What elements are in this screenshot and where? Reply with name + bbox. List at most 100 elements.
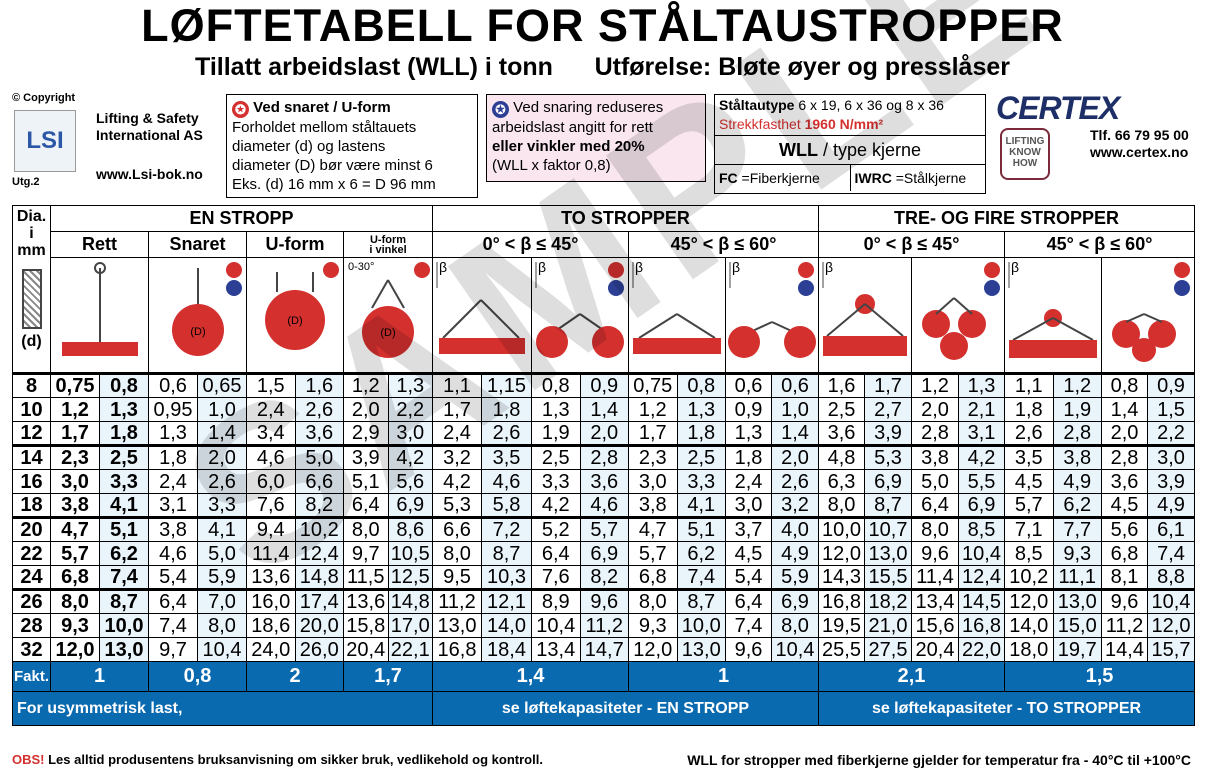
wll-cell: 6,9: [958, 493, 1005, 518]
wll-cell: 5,2: [531, 516, 581, 542]
wll-cell: 2,9: [343, 421, 389, 446]
beta-label: β: [1011, 259, 1019, 275]
wll-cell: 3,2: [432, 444, 482, 470]
col-uform-vinkel: U-form i vinkel: [343, 231, 433, 258]
wll-cell: 10,7: [864, 516, 912, 542]
info-line: eller vinkler med 20%: [492, 138, 645, 155]
wll-cell: 2,5: [99, 444, 149, 470]
wll-cell: 7,4: [99, 565, 149, 590]
d-label: (d): [21, 333, 42, 350]
wll-cell: 10,5: [387, 541, 433, 566]
wll-cell: 1,3: [99, 397, 149, 422]
wll-cell: 2,2: [387, 397, 433, 422]
wll-cell: 10,4: [1147, 588, 1195, 614]
wll-cell: 19,5: [818, 613, 865, 638]
wll-cell: 1,5: [246, 372, 296, 398]
page-subtitle: Tillatt arbeidslast (WLL) i tonn Utførel…: [195, 53, 1010, 81]
col-tre-60: 45° < β ≤ 60°: [1004, 231, 1195, 258]
diameter-cell: 26: [12, 588, 51, 614]
wll-cell: 9,6: [725, 637, 772, 662]
wll-cell: 3,1: [958, 421, 1005, 446]
wll-cell: 12,0: [818, 541, 865, 566]
wll-cell: 1,8: [148, 444, 198, 470]
wll-cell: 6,2: [676, 541, 726, 566]
wll-cell: 1,2: [50, 397, 100, 422]
wll-cell: 8,7: [99, 588, 149, 614]
wll-cell: 1,3: [531, 397, 581, 422]
wll-cell: 11,2: [579, 613, 629, 638]
wll-cell: 5,7: [579, 516, 629, 542]
info-line: diameter (D) bør være minst 6: [232, 157, 433, 174]
wll-cell: 4,5: [1004, 469, 1054, 494]
wll-cell: 2,5: [531, 444, 581, 470]
beta-label: β: [825, 259, 833, 275]
table-row: 28 9,3 10,0 7,4 8,0 18,6 20,0 15,8 17,0 13,0 14,0 1…: [12, 613, 1195, 638]
wll-cell: 3,8: [911, 444, 959, 470]
wll-cell: 17,0: [387, 613, 433, 638]
strength-label: Strekkfasthet: [719, 116, 805, 132]
wll-cell: 3,5: [481, 444, 532, 470]
wll-cell: 12,0: [1004, 588, 1054, 614]
wll-cell: 1,4: [579, 397, 629, 422]
edition: Utg.2: [12, 176, 40, 188]
wll-cell: 4,5: [1101, 493, 1148, 518]
iwrc-label: IWRC: [854, 170, 892, 186]
wll-cell: 15,8: [343, 613, 389, 638]
factor-value: 1: [628, 661, 819, 692]
star-red-icon: ✪: [232, 101, 249, 118]
wll-cell: 2,2: [1147, 421, 1195, 446]
wll-cell: 1,7: [864, 372, 912, 398]
wll-cell: 5,9: [197, 565, 247, 590]
sling-choked-illustration: (D): [148, 257, 247, 374]
table-row: 14 2,3 2,5 1,8 2,0 4,6 5,0 3,9 4,2 3,2 3,5 2,5 2,8 2,…: [12, 444, 1195, 470]
wll-cell: 1,8: [725, 444, 772, 470]
wll-cell: 5,6: [387, 469, 433, 494]
wll-cell: 4,8: [818, 444, 865, 470]
table-row: 20 4,7 5,1 3,8 4,1 9,4 10,2 8,0 8,6 6,6 7,2 5,2 5,7 4…: [12, 516, 1195, 542]
star-blue-icon: ✪: [492, 101, 509, 118]
info-line: arbeidslast angitt for rett: [492, 119, 653, 136]
wll-cell: 5,7: [50, 541, 100, 566]
wll-cell: 6,6: [294, 469, 344, 494]
wll-cell: 11,1: [1052, 565, 1102, 590]
wll-cell: 4,6: [148, 541, 198, 566]
wll-cell: 12,4: [294, 541, 344, 566]
wll-cell: 7,6: [531, 565, 581, 590]
wll-cell: 0,6: [148, 372, 198, 398]
obs-label: OBS!: [12, 752, 45, 767]
wll-cell: 5,3: [432, 493, 482, 518]
company-web[interactable]: www.Lsi-bok.no: [96, 166, 203, 182]
wll-cell: 8,7: [864, 493, 912, 518]
wll-cell: 1,7: [628, 421, 678, 446]
certex-web[interactable]: www.certex.no: [1090, 144, 1189, 160]
wll-cell: 1,2: [343, 372, 389, 398]
copyright: © Copyright: [12, 92, 76, 104]
wll-cell: 2,0: [771, 444, 819, 470]
wll-cell: 5,0: [197, 541, 247, 566]
beta-label: β: [635, 259, 643, 275]
wll-cell: 6,8: [1101, 541, 1148, 566]
wll-cell: 3,8: [1052, 444, 1102, 470]
wll-cell: 3,0: [725, 493, 772, 518]
wll-cell: 2,8: [1052, 421, 1102, 446]
wll-cell: 3,0: [628, 469, 678, 494]
wll-cell: 1,15: [481, 372, 532, 398]
wll-cell: 3,1: [148, 493, 198, 518]
wll-cell: 8,2: [579, 565, 629, 590]
type-value: 6 x 19, 6 x 36 og 8 x 36: [794, 97, 944, 113]
wll-cell: 7,4: [148, 613, 198, 638]
wll-cell: 7,7: [1052, 516, 1102, 542]
wll-cell: 9,3: [628, 613, 678, 638]
wll-cell: 9,7: [148, 637, 198, 662]
wll-cell: 7,4: [676, 565, 726, 590]
wll-cell: 1,5: [1147, 397, 1195, 422]
wll-cell: 9,6: [579, 588, 629, 614]
wll-cell: 0,9: [579, 372, 629, 398]
wll-label: WLL: [778, 140, 818, 160]
wll-cell: 6,8: [50, 565, 100, 590]
wll-cell: 19,7: [1052, 637, 1102, 662]
wll-cell: 2,6: [197, 469, 247, 494]
wll-cell: 14,0: [481, 613, 532, 638]
wll-cell: 3,0: [50, 469, 100, 494]
wll-cell: 1,2: [1052, 372, 1102, 398]
